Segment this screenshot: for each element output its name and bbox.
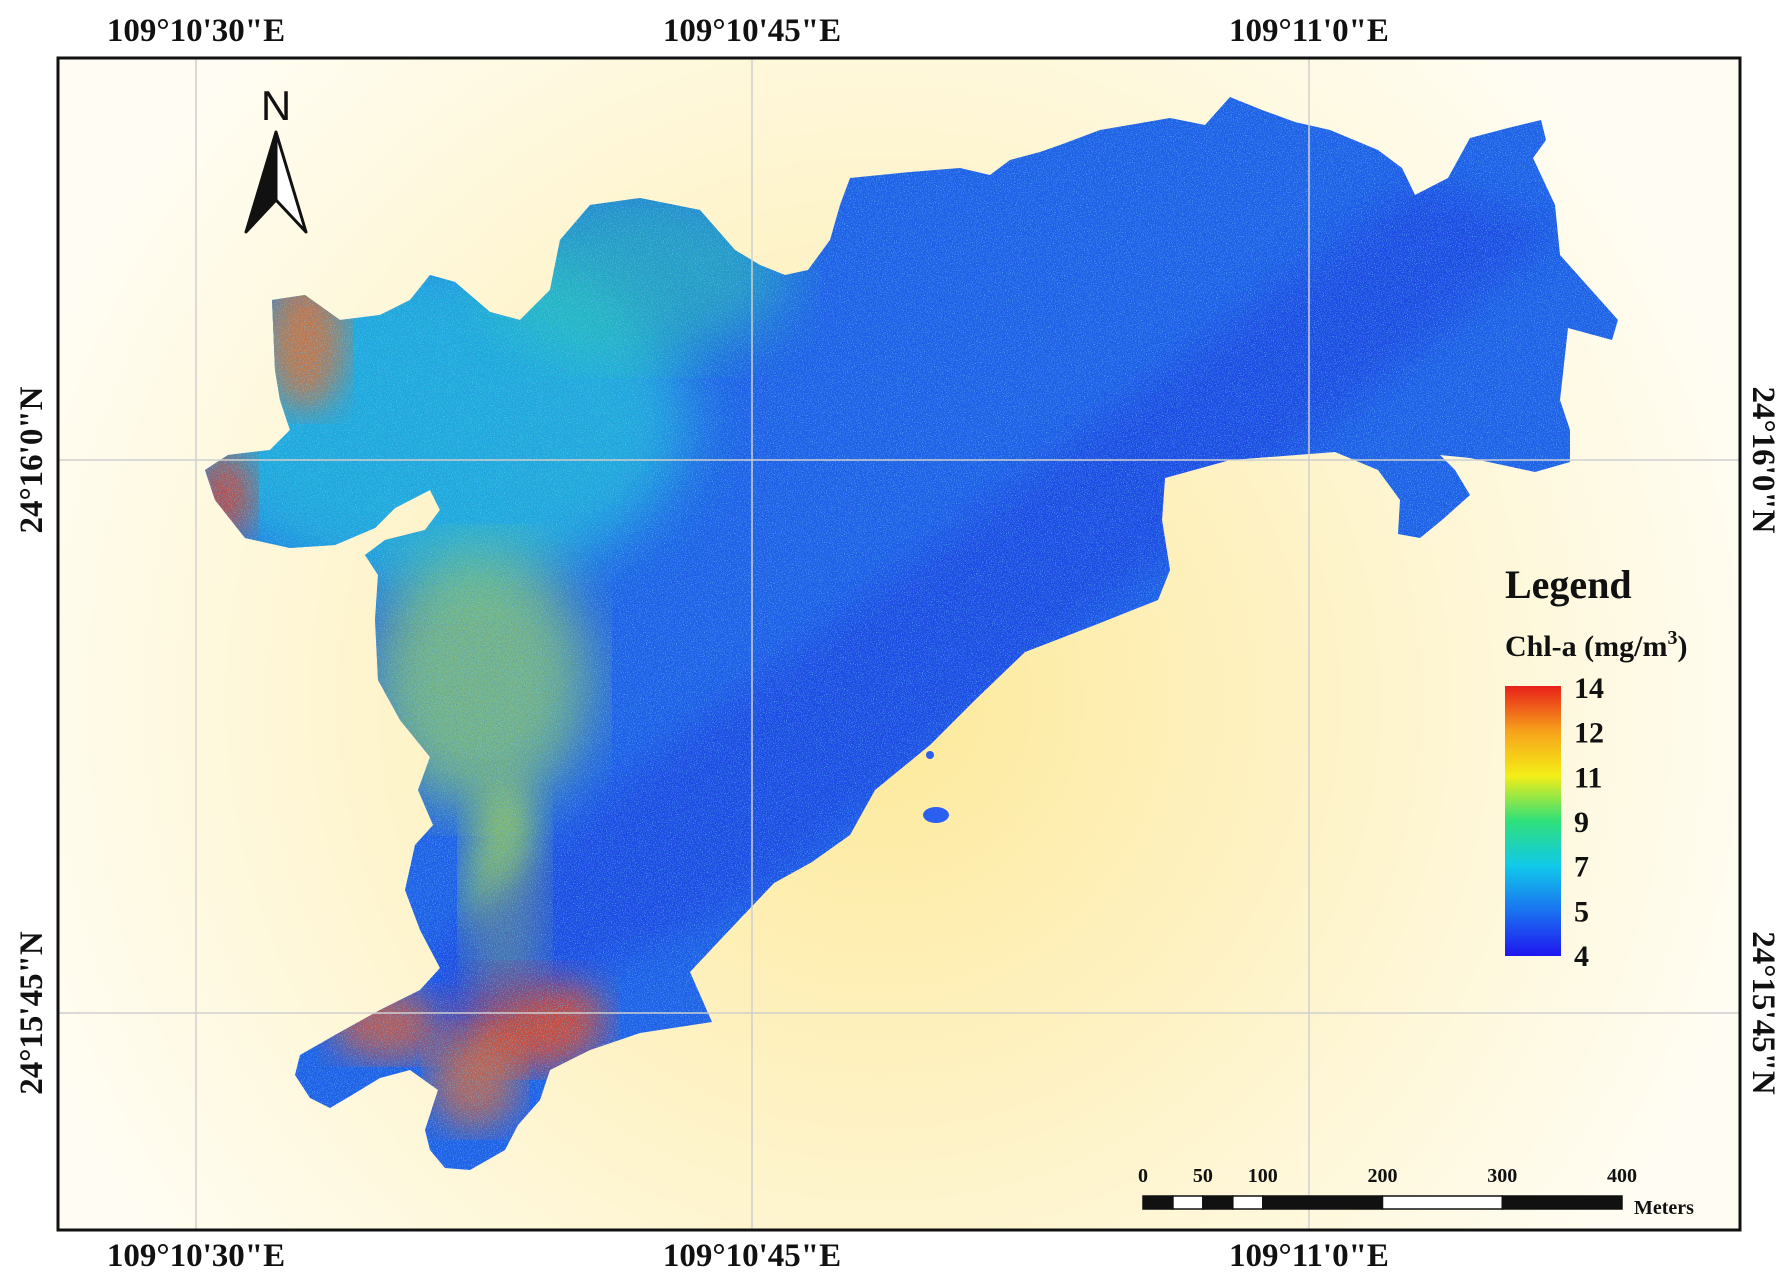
top-lon-label: 109°10'45"E: [663, 13, 841, 49]
scale-bar-label: 400: [1607, 1165, 1637, 1187]
legend: Legend Chl-a (mg/m3) 14 12 11 9 7 5 4: [1505, 562, 1687, 973]
right-lat-label: 24°15'45"N: [1745, 931, 1781, 1095]
scale-bar-segments: [1142, 1195, 1623, 1210]
left-lat-label: 24°16'0"N: [14, 386, 50, 533]
isolated-water-pixel: [923, 807, 949, 823]
scale-bar-segment: [1142, 1195, 1174, 1210]
right-lat-label: 24°16'0"N: [1745, 386, 1781, 533]
legend-title: Legend: [1505, 562, 1632, 607]
scale-bar-labels: 0 50 100 200 300 400: [1138, 1165, 1637, 1187]
legend-variable-text: Chl-a (mg/m: [1505, 630, 1667, 663]
scale-bar-label: 50: [1193, 1165, 1213, 1187]
map-frame: [56, 56, 1742, 1232]
scale-bar: 0 50 100 200 300 400 Meters: [1138, 1165, 1694, 1219]
top-lon-label: 109°11'0"E: [1229, 13, 1389, 49]
legend-color-ramp: [1505, 686, 1561, 956]
legend-tick-label: 12: [1574, 717, 1604, 750]
legend-tick-label: 11: [1574, 761, 1602, 794]
scale-bar-label: 200: [1368, 1165, 1398, 1187]
bottom-lon-label: 109°11'0"E: [1229, 1238, 1389, 1274]
legend-tick-labels: 14 12 11 9 7 5 4: [1574, 672, 1604, 973]
north-arrow-icon-left-outline: [244, 131, 278, 234]
scale-bar-label: 0: [1138, 1165, 1148, 1187]
isolated-water-pixel: [926, 751, 934, 759]
bottom-lon-label: 109°10'30"E: [107, 1238, 285, 1274]
legend-tick-label: 9: [1574, 806, 1589, 839]
north-arrow: N: [244, 82, 308, 234]
north-arrow-icon-outline: [274, 130, 308, 234]
left-lat-label: 24°15'45"N: [14, 931, 50, 1095]
legend-tick-label: 5: [1574, 895, 1589, 928]
legend-unit-superscript: 3: [1667, 627, 1677, 649]
legend-tick-label: 4: [1574, 940, 1589, 973]
scale-bar-label: 100: [1248, 1165, 1278, 1187]
scale-bar-unit: Meters: [1634, 1197, 1694, 1219]
scale-bar-segment: [1202, 1195, 1234, 1210]
legend-tick-label: 7: [1574, 851, 1589, 884]
scale-bar-segment: [1262, 1195, 1384, 1210]
coordinate-labels: 109°10'30"E 109°10'45"E 109°11'0"E 109°1…: [14, 13, 1781, 1274]
scale-bar-segment: [1232, 1195, 1264, 1210]
scale-bar-segment: [1501, 1195, 1623, 1210]
scale-bar-label: 300: [1487, 1165, 1517, 1187]
legend-tick-label: 14: [1574, 672, 1604, 705]
bottom-lon-label: 109°10'45"E: [663, 1238, 841, 1274]
legend-variable-label: Chl-a (mg/m3): [1505, 627, 1687, 663]
legend-variable-close: ): [1677, 630, 1687, 663]
scale-bar-segment: [1381, 1195, 1503, 1210]
top-lon-label: 109°10'30"E: [107, 13, 285, 49]
scale-bar-segment: [1172, 1195, 1204, 1210]
graticule: [58, 58, 1740, 1230]
north-arrow-label: N: [261, 82, 291, 129]
